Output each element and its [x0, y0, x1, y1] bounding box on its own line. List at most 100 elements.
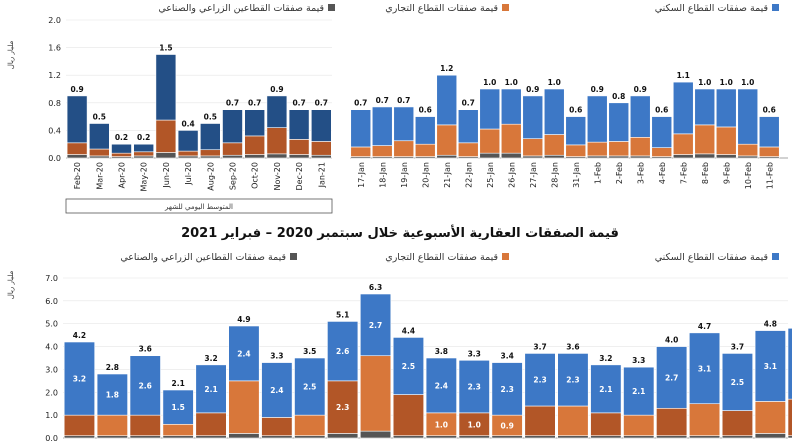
weekly-total-label: 3.6 — [139, 345, 152, 354]
daily-bar-segment — [694, 153, 716, 159]
daily-bar-segment — [371, 145, 393, 157]
monthly-ytick-label: 0.0 — [48, 154, 61, 163]
monthly-bar-segment — [244, 109, 265, 137]
weekly-bar-segment — [688, 332, 721, 405]
daily-bar-segment — [393, 106, 415, 142]
daily-total-label: 1.0 — [698, 78, 711, 87]
daily-total-label: 1.0 — [548, 78, 561, 87]
daily-bar-segment — [565, 144, 587, 157]
weekly-total-label: 4.8 — [764, 320, 777, 329]
monthly-unit-label: مليار ريال — [7, 41, 15, 70]
weekly-residential-label: 2.3 — [468, 383, 481, 392]
weekly-bar-segment — [261, 362, 293, 418]
monthly-bar-segment — [133, 143, 154, 153]
weekly-residential-label: 2.4 — [270, 386, 283, 395]
daily-total-label: 0.7 — [354, 99, 367, 108]
daily-category-label: 19-Jan — [400, 162, 409, 188]
weekly-bar-segment — [656, 407, 688, 437]
weekly-bar-segment — [96, 414, 128, 437]
weekly-bar-segment — [327, 321, 359, 382]
daily-total-label: 1.1 — [677, 71, 690, 80]
weekly-bar-segment — [294, 357, 326, 416]
monthly-ytick-label: 1.6 — [48, 44, 61, 53]
monthly-total-label: 0.2 — [115, 133, 128, 142]
daily-total-label: 0.9 — [526, 85, 539, 94]
weekly-bar-segment — [590, 435, 622, 439]
weekly-bar-segment — [129, 355, 161, 416]
daily-bar-segment — [737, 88, 759, 145]
weekly-bar-segment — [392, 337, 425, 395]
weekly-bar-segment — [721, 353, 754, 411]
weekly-bar-segment — [162, 389, 194, 425]
weekly-bar-segment — [458, 435, 490, 439]
legend2-agri-swatch — [290, 253, 297, 260]
weekly-bar-segment — [688, 435, 721, 439]
daily-bar-segment — [522, 138, 544, 157]
weekly-residential-label: 2.5 — [402, 362, 415, 371]
daily-category-label: 11-Feb — [765, 162, 774, 189]
weekly-ytick-label: 5.0 — [45, 320, 58, 329]
monthly-bar-segment — [133, 151, 154, 157]
daily-total-label: 0.6 — [419, 106, 432, 115]
daily-bar-segment — [586, 95, 608, 143]
weekly-residential-label: 2.5 — [731, 378, 744, 387]
daily-total-label: 0.9 — [634, 85, 647, 94]
monthly-bar-segment — [111, 152, 132, 157]
daily-bar-segment — [522, 155, 544, 159]
daily-bar-segment — [457, 109, 479, 144]
weekly-residential-label: 2.1 — [599, 385, 612, 394]
daily-category-label: 3-Feb — [636, 162, 645, 184]
daily-bar-segment — [629, 95, 651, 138]
legend2-residential-label: قيمة صفقات القطاع السكني — [655, 252, 768, 263]
daily-category-label: 10-Feb — [744, 162, 753, 189]
weekly-bar-segment — [425, 435, 457, 439]
monthly-bar-segment — [89, 155, 110, 159]
daily-bar-segment — [371, 106, 393, 146]
monthly-bar-segment — [266, 95, 288, 128]
weekly-bar-segment — [557, 435, 589, 439]
weekly-bar-segment — [162, 423, 194, 437]
weekly-bar-segment — [754, 401, 786, 434]
weekly-total-label: 3.3 — [468, 349, 481, 358]
daily-bar-segment — [737, 143, 759, 157]
monthly-bar-segment — [155, 54, 177, 121]
daily-total-label: 1.0 — [720, 78, 733, 87]
monthly-bar-segment — [66, 154, 88, 159]
daily-bar-segment — [436, 124, 458, 156]
monthly-ytick-label: 2.0 — [48, 16, 61, 25]
daily-bar-segment — [436, 154, 458, 159]
daily-category-label: 9-Feb — [722, 162, 731, 184]
monthly-bar-segment — [133, 155, 154, 159]
weekly-total-label: 3.3 — [632, 356, 645, 365]
daily-category-label: 2-Feb — [615, 162, 624, 184]
weekly-bar-segment — [359, 430, 392, 439]
daily-bar-segment — [608, 102, 630, 142]
daily-bar-segment — [479, 152, 501, 159]
monthly-category-label: Nov-20 — [273, 162, 282, 190]
legend2-agri-label: قيمة صفقات القطاعين الزراعي والصناعي — [120, 252, 286, 263]
weekly-total-label: 3.7 — [533, 342, 546, 351]
weekly-bar-segment — [63, 341, 95, 416]
daily-total-label: 1.0 — [505, 78, 518, 87]
weekly-bar-segment — [524, 353, 556, 407]
legend-residential-label: قيمة صفقات القطاع السكني — [655, 3, 768, 14]
weekly-residential-label: 2.3 — [501, 385, 514, 394]
daily-bar-segment — [672, 81, 694, 135]
weekly-total-label: 3.3 — [270, 352, 283, 361]
monthly-bar-segment — [244, 135, 265, 155]
weekly-ytick-label: 3.0 — [45, 365, 58, 374]
weekly-bar-segment — [623, 414, 655, 437]
monthly-bar-segment — [222, 154, 243, 159]
daily-bar-segment — [694, 88, 716, 126]
weekly-bar-segment — [458, 359, 490, 414]
weekly-bar-segment — [754, 433, 786, 439]
monthly-bar-segment — [266, 127, 288, 155]
weekly-residential-label: 2.3 — [566, 376, 579, 385]
monthly-category-label: May-20 — [140, 162, 149, 191]
daily-bar-segment — [479, 88, 501, 130]
weekly-commercial-label: 0.9 — [501, 421, 514, 430]
monthly-bar-segment — [66, 142, 88, 155]
weekly-bar-segment — [656, 435, 688, 439]
weekly-total-label: 3.8 — [435, 347, 448, 356]
legend-residential-swatch — [772, 4, 779, 11]
